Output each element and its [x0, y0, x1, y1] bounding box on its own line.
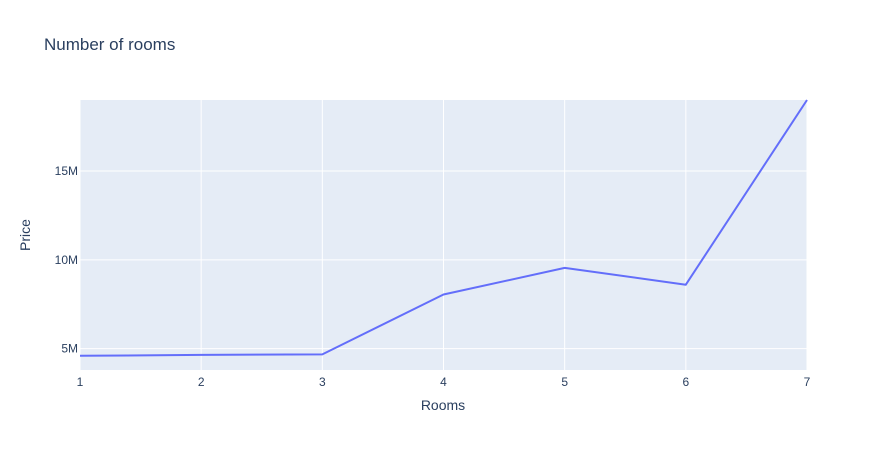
series-line — [79, 99, 808, 357]
x-tick-label: 2 — [198, 375, 205, 389]
x-tick-label: 6 — [682, 375, 689, 389]
x-tick-labels: 1 2 3 4 5 6 7 — [77, 375, 811, 389]
x-axis-title: Rooms — [421, 397, 465, 413]
y-tick-label: 5M — [61, 342, 78, 356]
x-tick-label: 7 — [804, 375, 811, 389]
x-tick-label: 4 — [440, 375, 447, 389]
x-tick-label: 1 — [77, 375, 84, 389]
y-tick-label: 10M — [55, 253, 78, 267]
y-axis-title: Price — [17, 219, 33, 251]
y-tick-label: 15M — [55, 164, 78, 178]
x-gridlines — [79, 100, 808, 370]
y-gridlines — [80, 170, 807, 350]
x-tick-label: 5 — [561, 375, 568, 389]
chart-title: Number of rooms — [44, 35, 175, 54]
y-tick-labels: 5M 10M 15M — [55, 164, 78, 356]
x-tick-label: 3 — [319, 375, 326, 389]
